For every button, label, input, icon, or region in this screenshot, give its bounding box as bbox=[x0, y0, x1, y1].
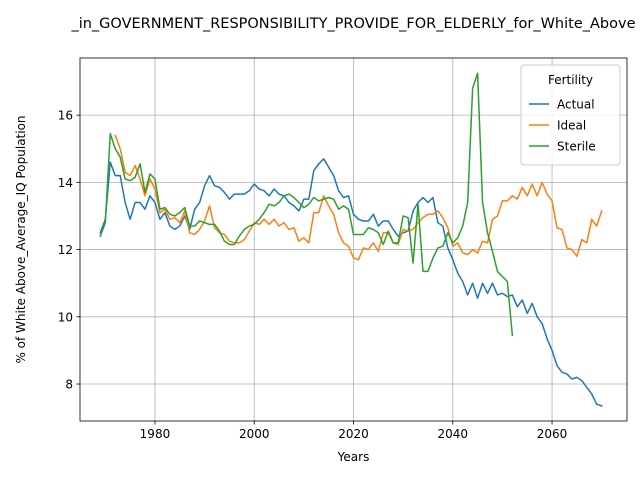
series-line-ideal bbox=[114, 134, 603, 261]
legend-box bbox=[520, 64, 621, 166]
series-lines bbox=[99, 72, 603, 407]
legend-title: Fertility bbox=[548, 73, 593, 87]
x-tick-label: 2060 bbox=[537, 427, 568, 441]
y-tick-label: 16 bbox=[58, 109, 73, 123]
x-tick-label: 2020 bbox=[338, 427, 369, 441]
y-axis-label: % of White Above_Average_IQ Population bbox=[14, 115, 28, 363]
y-axis-ticks: 8 10 12 14 16 bbox=[58, 109, 80, 392]
x-tick-label: 2000 bbox=[239, 427, 270, 441]
y-tick-label: 12 bbox=[58, 243, 73, 257]
y-tick-label: 10 bbox=[58, 310, 73, 324]
x-axis-label: Years bbox=[337, 450, 370, 464]
series-line-actual bbox=[99, 158, 603, 407]
y-tick-label: 8 bbox=[65, 378, 73, 392]
series-line-sterile bbox=[99, 72, 514, 337]
x-axis-ticks: 1980 2000 2020 2040 2060 bbox=[140, 421, 568, 441]
y-tick-label: 14 bbox=[58, 176, 73, 190]
chart-title: _in_GOVERNMENT_RESPONSIBILITY_PROVIDE_FO… bbox=[70, 16, 635, 32]
legend-label-actual: Actual bbox=[557, 98, 595, 112]
legend: Fertility Actual Ideal Sterile bbox=[520, 64, 621, 166]
x-tick-label: 1980 bbox=[140, 427, 171, 441]
x-tick-label: 2040 bbox=[438, 427, 469, 441]
legend-label-sterile: Sterile bbox=[557, 140, 596, 154]
legend-label-ideal: Ideal bbox=[557, 119, 586, 133]
